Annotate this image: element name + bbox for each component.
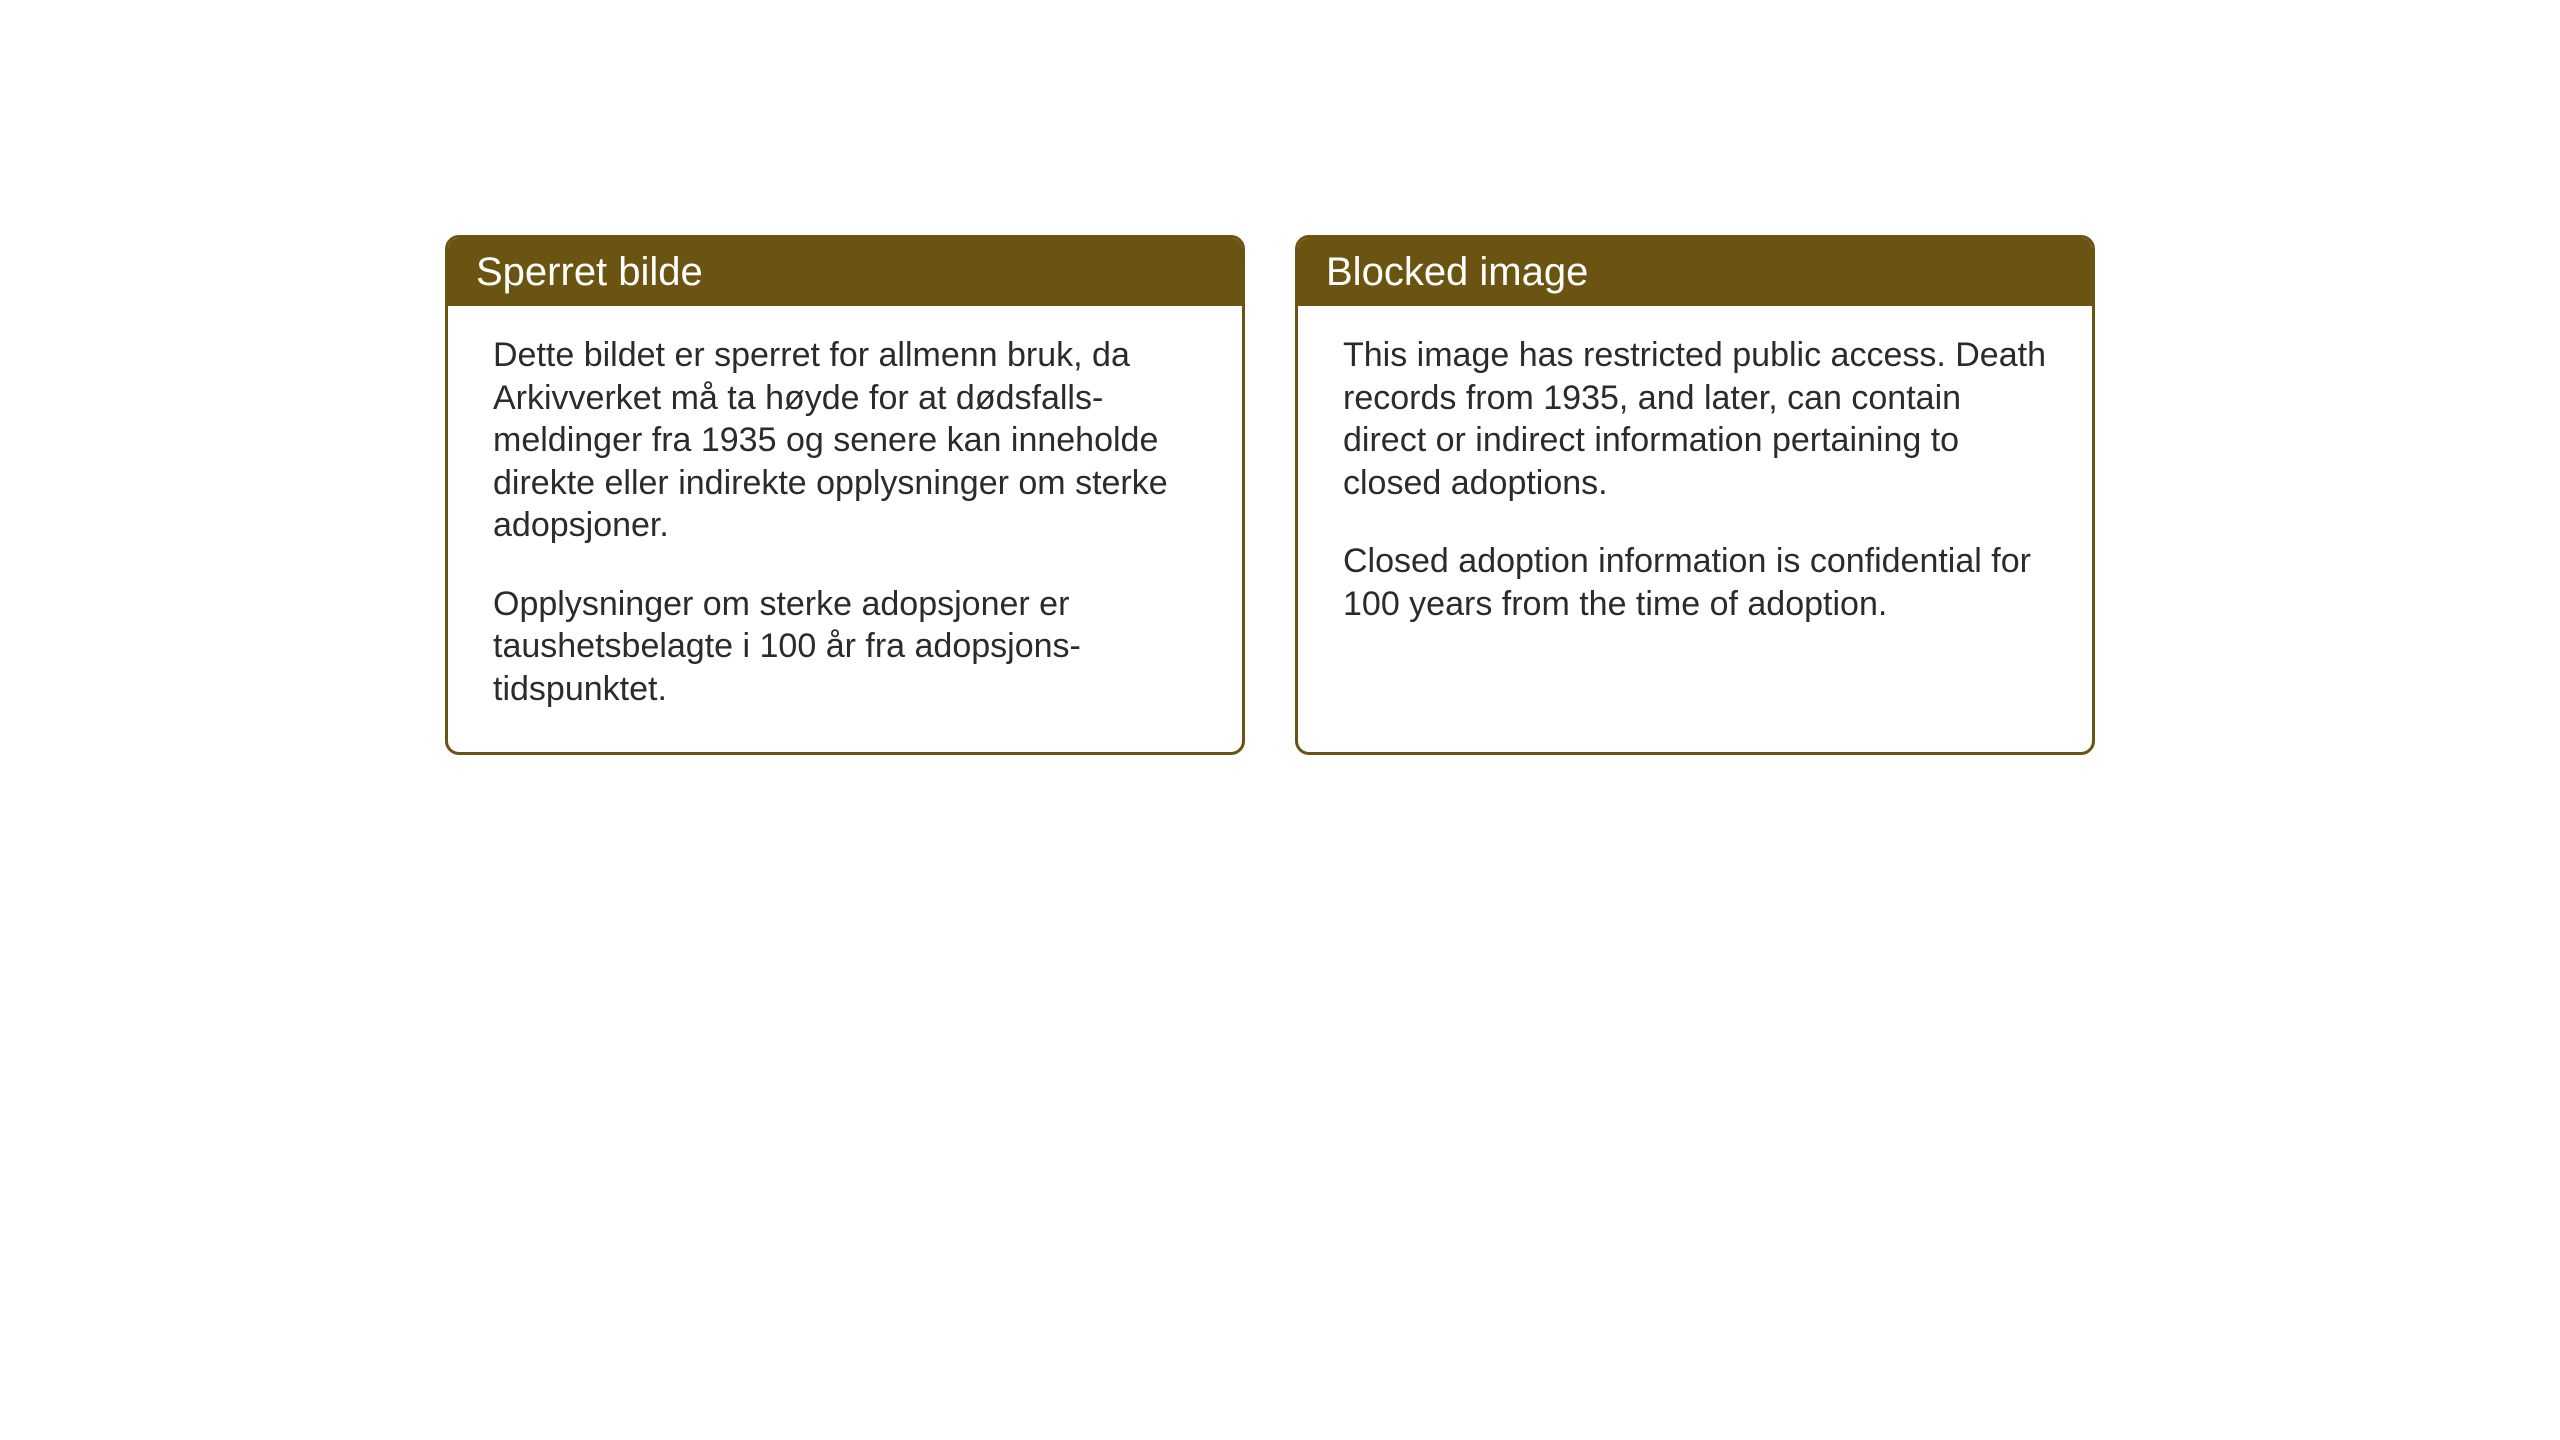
norwegian-paragraph-1: Dette bildet er sperret for allmenn bruk… bbox=[493, 334, 1197, 547]
english-paragraph-2: Closed adoption information is confident… bbox=[1343, 540, 2047, 625]
card-header-norwegian: Sperret bilde bbox=[448, 238, 1242, 306]
card-body-norwegian: Dette bildet er sperret for allmenn bruk… bbox=[448, 306, 1242, 752]
notice-card-norwegian: Sperret bilde Dette bildet er sperret fo… bbox=[445, 235, 1245, 755]
english-paragraph-1: This image has restricted public access.… bbox=[1343, 334, 2047, 504]
notice-card-english: Blocked image This image has restricted … bbox=[1295, 235, 2095, 755]
norwegian-paragraph-2: Opplysninger om sterke adopsjoner er tau… bbox=[493, 583, 1197, 711]
card-body-english: This image has restricted public access.… bbox=[1298, 306, 2092, 745]
notice-container: Sperret bilde Dette bildet er sperret fo… bbox=[445, 235, 2095, 755]
card-header-english: Blocked image bbox=[1298, 238, 2092, 306]
